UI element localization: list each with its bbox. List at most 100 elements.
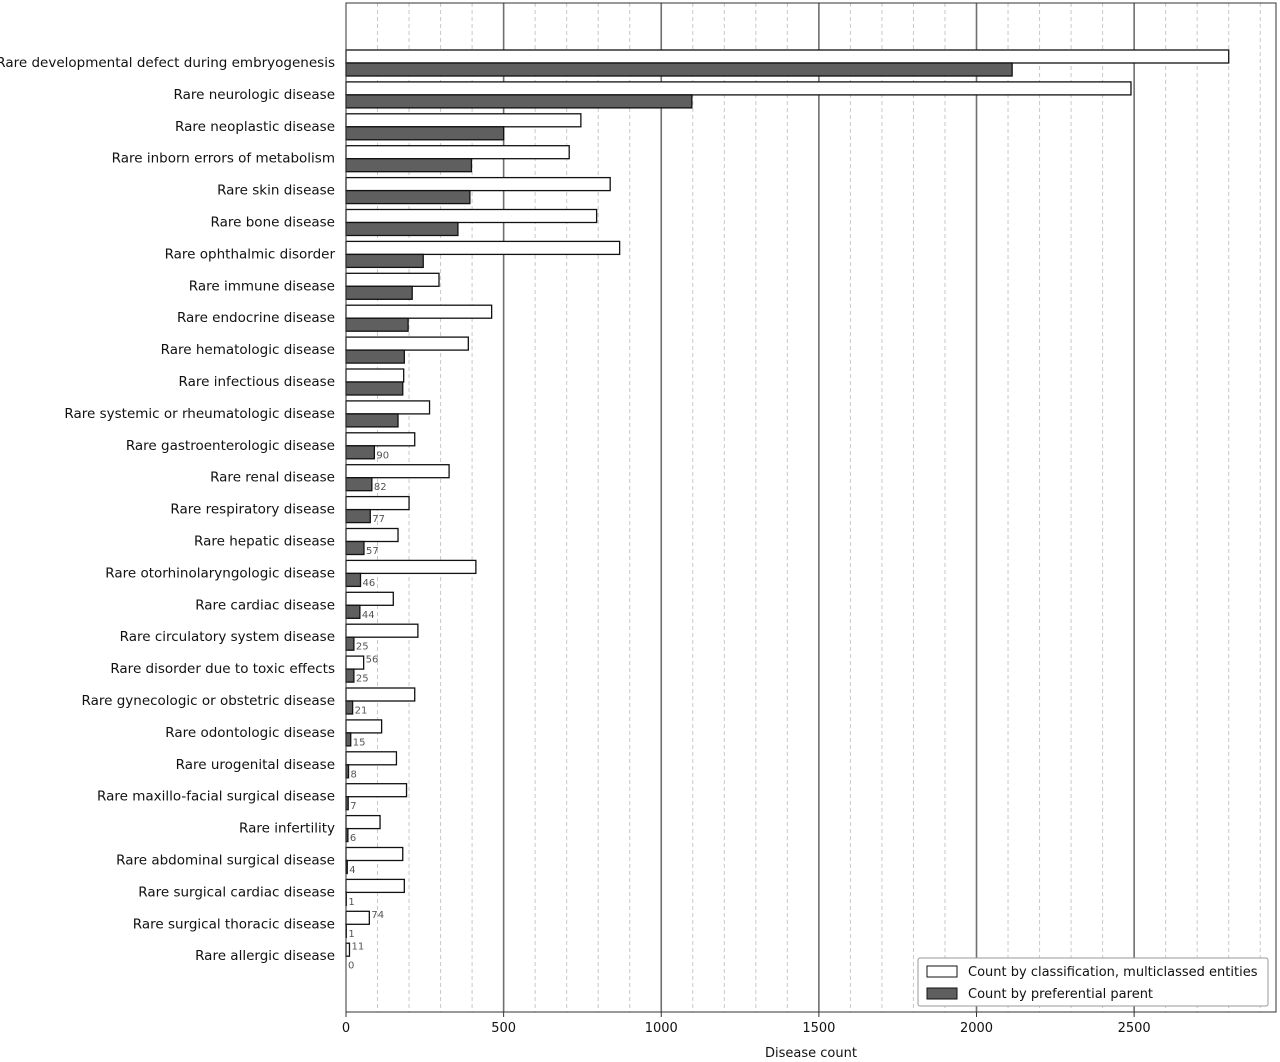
value-label: 0	[348, 961, 354, 972]
plot-frame	[345, 2, 1277, 1013]
bar-classification	[345, 272, 440, 287]
category-label: Rare hematologic disease	[161, 342, 335, 358]
category-label: Rare infertility	[239, 821, 335, 837]
category-label: Rare urogenital disease	[176, 757, 335, 773]
bar-classification	[345, 208, 598, 224]
value-label: 8	[351, 769, 357, 780]
bar-preferential-parent	[345, 189, 471, 205]
bar-classification	[345, 400, 431, 415]
legend-swatch-classification	[926, 965, 958, 978]
bar-classification	[345, 368, 405, 383]
x-tick-label: 500	[491, 1021, 516, 1036]
value-label: 4	[349, 865, 355, 876]
bar-preferential-parent	[345, 732, 352, 747]
value-label: 77	[372, 514, 385, 525]
bar-preferential-parent	[345, 604, 361, 619]
value-label: 44	[362, 610, 375, 621]
value-label: 46	[363, 578, 376, 589]
category-label: Rare neurologic disease	[174, 87, 335, 103]
x-tick-label: 2000	[960, 1021, 993, 1036]
bar-classification	[345, 623, 419, 638]
category-label: Rare infectious disease	[179, 374, 335, 390]
value-label: 6	[350, 833, 356, 844]
bar-classification	[345, 814, 381, 830]
bar-classification	[345, 910, 370, 925]
value-label: 74	[371, 910, 384, 921]
category-label: Rare gastroenterologic disease	[126, 438, 335, 454]
x-tick-label: 1000	[645, 1021, 678, 1036]
category-label: Rare surgical thoracic disease	[133, 916, 335, 932]
value-label: 25	[356, 642, 369, 653]
bar-classification	[345, 304, 493, 319]
bar-preferential-parent	[345, 285, 413, 300]
category-label: Rare allergic disease	[195, 948, 335, 964]
value-label: 7	[350, 801, 356, 812]
value-label: 56	[366, 655, 379, 666]
category-label: Rare inborn errors of metabolism	[112, 151, 335, 167]
category-label: Rare neoplastic disease	[175, 119, 335, 135]
bar-classification	[345, 591, 394, 606]
category-label: Rare endocrine disease	[177, 310, 335, 326]
category-label: Rare bone disease	[211, 215, 335, 231]
value-label: 15	[353, 737, 366, 748]
bar-classification	[345, 687, 416, 702]
legend: Count by classification, multiclassed en…	[917, 957, 1269, 1007]
category-label: Rare cardiac disease	[195, 597, 335, 613]
category-label: Rare immune disease	[189, 278, 335, 294]
legend-label-classification: Count by classification, multiclassed en…	[968, 965, 1258, 980]
bar-classification	[345, 719, 383, 734]
bar-preferential-parent	[345, 668, 355, 683]
bar-preferential-parent	[345, 158, 473, 173]
category-label: Rare ophthalmic disorder	[165, 246, 336, 262]
value-label: 21	[355, 706, 368, 717]
bar-classification	[345, 464, 450, 479]
bar-classification	[345, 846, 404, 862]
value-label: 57	[366, 546, 379, 557]
bar-classification	[345, 527, 399, 543]
value-label: 1	[348, 929, 354, 940]
category-label: Rare odontologic disease	[165, 725, 335, 741]
legend-box	[917, 957, 1269, 1007]
bar-classification	[345, 145, 570, 160]
bar-preferential-parent	[345, 253, 424, 269]
bar-classification	[345, 240, 621, 256]
bars	[345, 49, 1230, 957]
value-label: 1	[348, 897, 354, 908]
bar-preferential-parent	[345, 317, 409, 332]
bar-classification	[345, 942, 351, 957]
bar-preferential-parent	[345, 700, 354, 715]
x-tick-label: 0	[342, 1021, 350, 1036]
legend-swatch-preferential-parent	[926, 987, 958, 1000]
bar-classification	[345, 81, 1132, 96]
bar-preferential-parent	[345, 540, 365, 556]
category-label: Rare respiratory disease	[170, 502, 335, 518]
bar-preferential-parent	[345, 508, 371, 524]
bar-classification	[345, 432, 416, 447]
category-label: Rare maxillo-facial surgical disease	[97, 789, 335, 805]
category-label: Rare disorder due to toxic effects	[110, 661, 335, 677]
bar-preferential-parent	[345, 381, 404, 396]
category-label: Rare surgical cardiac disease	[138, 884, 335, 900]
bar-preferential-parent	[345, 477, 373, 492]
value-label: 25	[356, 674, 369, 685]
bar-preferential-parent	[345, 62, 1013, 77]
bar-classification	[345, 559, 477, 575]
bar-preferential-parent	[345, 445, 376, 460]
category-label: Rare circulatory system disease	[120, 629, 335, 645]
category-label: Rare otorhinolaryngologic disease	[105, 565, 335, 581]
x-axis-ticks: 0 500 1000 1500 2000 2500	[342, 1012, 1151, 1036]
bar-classification	[345, 176, 611, 192]
bar-classification	[345, 655, 365, 670]
bar-classification	[345, 49, 1230, 64]
bar-preferential-parent	[345, 349, 405, 364]
category-label: Rare hepatic disease	[194, 534, 335, 550]
category-labels: Rare developmental defect during embryog…	[0, 55, 335, 964]
category-label: Rare developmental defect during embryog…	[0, 55, 335, 71]
x-tick-label: 1500	[802, 1021, 835, 1036]
bar-classification	[345, 113, 582, 128]
category-label: Rare gynecologic or obstetric disease	[82, 693, 336, 709]
bar-classification	[345, 878, 405, 894]
value-label: 90	[376, 450, 389, 461]
category-label: Rare skin disease	[217, 183, 335, 199]
